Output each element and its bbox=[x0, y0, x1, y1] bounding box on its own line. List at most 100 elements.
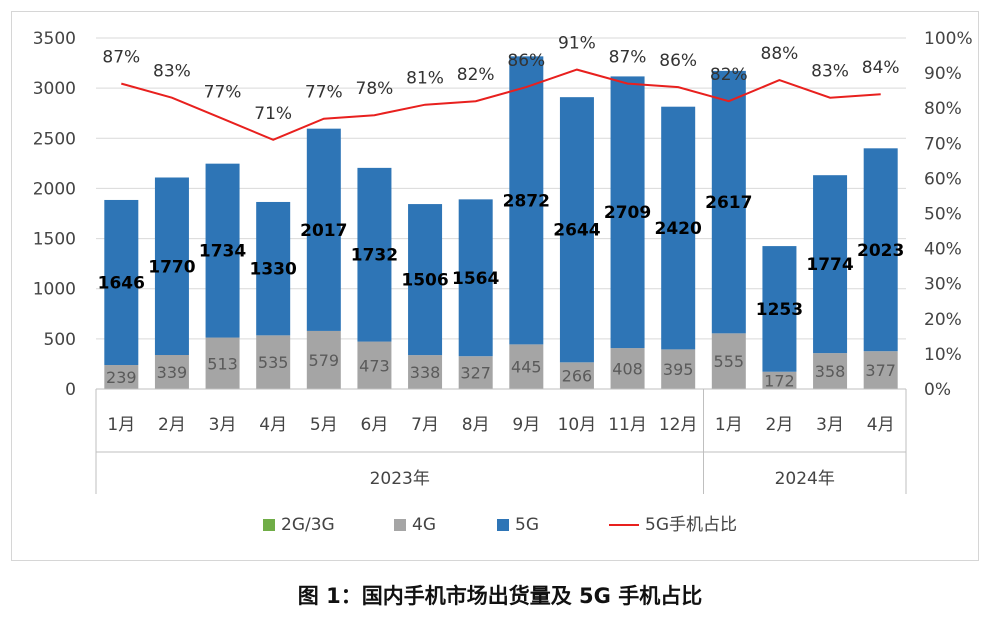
label-4g: 513 bbox=[207, 354, 238, 373]
bar-4g bbox=[306, 330, 341, 389]
label-4g: 338 bbox=[410, 363, 441, 382]
bar-4g bbox=[813, 353, 848, 389]
label-5g: 1506 bbox=[401, 271, 448, 291]
share-label: 87% bbox=[609, 48, 647, 68]
share-label: 82% bbox=[457, 65, 495, 85]
x-category-label: 7月 bbox=[411, 415, 439, 435]
label-5g: 2420 bbox=[655, 219, 702, 239]
label-5g: 2023 bbox=[857, 241, 904, 261]
bar-4g bbox=[408, 355, 443, 389]
bar-5g bbox=[104, 199, 139, 366]
label-5g: 2709 bbox=[604, 203, 651, 223]
bar-5g bbox=[813, 175, 848, 354]
share-label: 86% bbox=[507, 51, 545, 71]
y-left-tick-label: 0 bbox=[65, 380, 76, 400]
label-5g: 1330 bbox=[250, 260, 297, 280]
bar-5g bbox=[306, 128, 341, 331]
bar-4g bbox=[711, 333, 746, 389]
share-label: 88% bbox=[761, 44, 799, 64]
share-label: 71% bbox=[254, 104, 292, 124]
x-group-label: 2023年 bbox=[370, 469, 430, 489]
label-5g: 1732 bbox=[351, 246, 398, 266]
bar-4g bbox=[863, 351, 898, 389]
bar-5g bbox=[256, 201, 291, 336]
share-label: 83% bbox=[811, 62, 849, 82]
share-label: 83% bbox=[153, 62, 191, 82]
y-right-tick-label: 50% bbox=[924, 205, 962, 225]
x-category-label: 11月 bbox=[608, 415, 647, 435]
label-4g: 579 bbox=[309, 351, 340, 370]
bar-4g bbox=[661, 349, 696, 389]
share-label: 82% bbox=[710, 65, 748, 85]
y-right-tick-label: 40% bbox=[924, 240, 962, 260]
label-5g: 2644 bbox=[553, 221, 600, 241]
y-left-tick-label: 500 bbox=[44, 330, 76, 350]
share-label: 84% bbox=[862, 58, 900, 78]
legend-label-share: 5G手机占比 bbox=[645, 515, 737, 535]
bar-4g bbox=[762, 371, 797, 389]
bar-4g bbox=[610, 348, 645, 389]
bar-5g bbox=[711, 70, 746, 334]
label-5g: 1253 bbox=[756, 300, 803, 320]
bar-5g bbox=[357, 167, 392, 342]
y-left-tick-label: 1500 bbox=[33, 230, 76, 250]
bar-4g bbox=[154, 355, 189, 389]
legend-swatch-4g bbox=[394, 519, 406, 531]
label-4g: 358 bbox=[815, 362, 846, 381]
label-5g: 1564 bbox=[452, 269, 499, 289]
y-right-tick-label: 90% bbox=[924, 64, 962, 84]
label-4g: 445 bbox=[511, 358, 542, 377]
share-label: 81% bbox=[406, 69, 444, 89]
label-4g: 266 bbox=[562, 367, 593, 386]
share-label: 77% bbox=[305, 83, 343, 103]
share-label: 77% bbox=[204, 83, 242, 103]
y-left-tick-label: 2000 bbox=[33, 179, 76, 199]
bar-5g bbox=[661, 106, 696, 350]
y-left-tick-label: 1000 bbox=[33, 280, 76, 300]
label-4g: 239 bbox=[106, 368, 137, 387]
label-5g: 2872 bbox=[503, 191, 550, 211]
bar-5g bbox=[509, 56, 544, 345]
x-category-label: 3月 bbox=[209, 415, 237, 435]
label-5g: 2017 bbox=[300, 221, 347, 241]
bar-5g bbox=[762, 246, 797, 372]
label-4g: 172 bbox=[764, 371, 795, 390]
share-label: 78% bbox=[356, 79, 394, 99]
y-right-tick-label: 70% bbox=[924, 134, 962, 154]
y-right-tick-label: 100% bbox=[924, 29, 973, 49]
y-left-tick-label: 3500 bbox=[33, 29, 76, 49]
label-4g: 408 bbox=[612, 360, 643, 379]
share-line bbox=[121, 68, 881, 141]
x-category-label: 2月 bbox=[766, 415, 794, 435]
label-4g: 555 bbox=[714, 352, 745, 371]
x-category-label: 4月 bbox=[259, 415, 287, 435]
legend-label-4g: 4G bbox=[412, 515, 436, 535]
bar-4g bbox=[357, 341, 392, 389]
legend-swatch-5g bbox=[497, 519, 509, 531]
share-label: 87% bbox=[102, 48, 140, 68]
legend-label-2g3g: 2G/3G bbox=[281, 515, 335, 535]
figure-caption: 图 1：国内手机市场出货量及 5G 手机占比 bbox=[297, 584, 703, 608]
label-5g: 1774 bbox=[806, 255, 853, 275]
bar-5g bbox=[458, 199, 493, 357]
label-5g: 1646 bbox=[98, 273, 145, 293]
bar-5g bbox=[205, 163, 240, 338]
bar-5g bbox=[154, 177, 189, 356]
x-category-label: 6月 bbox=[361, 415, 389, 435]
bar-5g bbox=[610, 76, 645, 349]
x-category-label: 8月 bbox=[462, 415, 490, 435]
bar-5g bbox=[863, 148, 898, 352]
label-5g: 2617 bbox=[705, 193, 752, 213]
bar-5g bbox=[408, 204, 443, 356]
x-category-label: 3月 bbox=[816, 415, 844, 435]
bar-4g bbox=[509, 344, 544, 389]
x-category-label: 10月 bbox=[558, 415, 597, 435]
label-4g: 339 bbox=[157, 363, 188, 382]
y-left-tick-label: 2500 bbox=[33, 129, 76, 149]
share-label: 91% bbox=[558, 34, 596, 54]
x-category-label: 2月 bbox=[158, 415, 186, 435]
y-right-tick-label: 60% bbox=[924, 169, 962, 189]
label-5g: 1770 bbox=[148, 257, 195, 277]
bar-4g bbox=[205, 337, 240, 389]
